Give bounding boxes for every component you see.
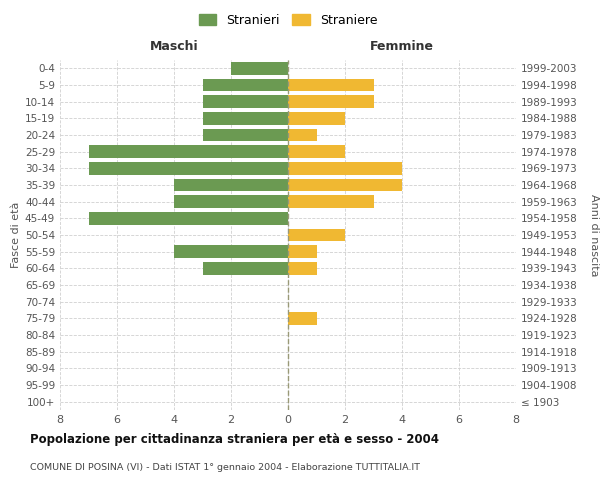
Bar bbox=[288, 112, 345, 124]
Bar bbox=[288, 146, 345, 158]
Bar bbox=[288, 246, 317, 258]
Text: COMUNE DI POSINA (VI) - Dati ISTAT 1° gennaio 2004 - Elaborazione TUTTITALIA.IT: COMUNE DI POSINA (VI) - Dati ISTAT 1° ge… bbox=[30, 462, 420, 471]
Y-axis label: Fasce di età: Fasce di età bbox=[11, 202, 21, 268]
Bar bbox=[288, 196, 373, 208]
Bar bbox=[174, 179, 288, 192]
Bar bbox=[174, 196, 288, 208]
Text: Femmine: Femmine bbox=[370, 40, 434, 53]
Bar bbox=[288, 312, 317, 324]
Bar bbox=[203, 96, 288, 108]
Bar bbox=[288, 179, 402, 192]
Bar bbox=[288, 262, 317, 274]
Bar bbox=[203, 262, 288, 274]
Bar bbox=[231, 62, 288, 74]
Bar bbox=[174, 246, 288, 258]
Bar bbox=[288, 162, 402, 174]
Legend: Stranieri, Straniere: Stranieri, Straniere bbox=[194, 8, 382, 32]
Bar bbox=[288, 229, 345, 241]
Y-axis label: Anni di nascita: Anni di nascita bbox=[589, 194, 599, 276]
Bar bbox=[89, 162, 288, 174]
Bar bbox=[288, 129, 317, 141]
Bar bbox=[288, 96, 373, 108]
Bar bbox=[203, 129, 288, 141]
Bar bbox=[203, 112, 288, 124]
Text: Maschi: Maschi bbox=[149, 40, 199, 53]
Bar bbox=[288, 79, 373, 92]
Bar bbox=[89, 212, 288, 224]
Text: Popolazione per cittadinanza straniera per età e sesso - 2004: Popolazione per cittadinanza straniera p… bbox=[30, 432, 439, 446]
Bar bbox=[89, 146, 288, 158]
Bar bbox=[203, 79, 288, 92]
